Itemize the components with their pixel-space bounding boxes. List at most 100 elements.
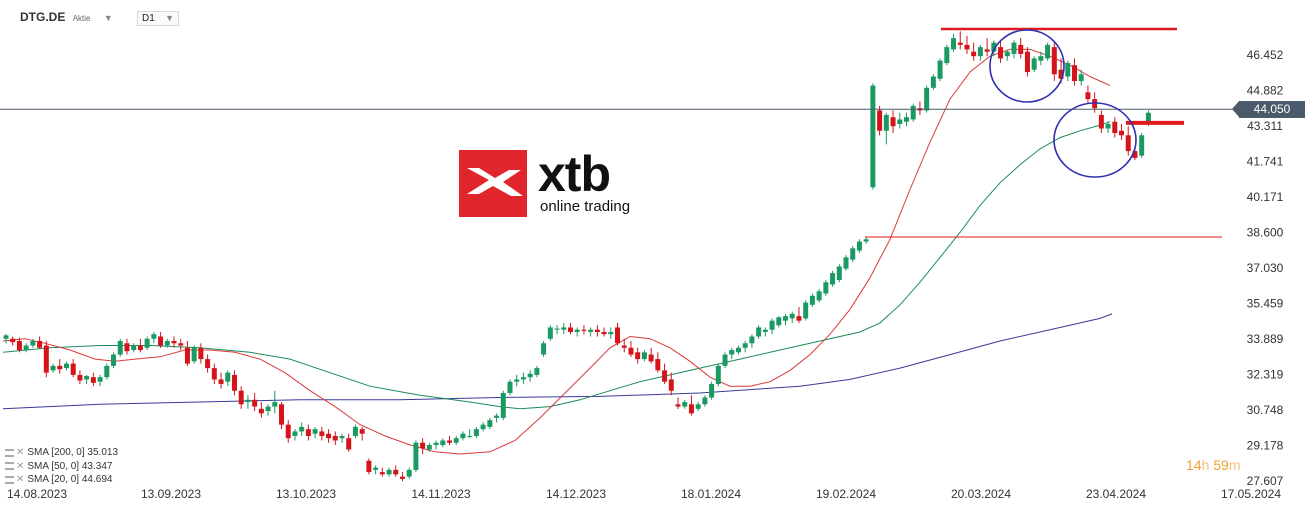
candle[interactable] <box>735 345 741 355</box>
candle[interactable] <box>447 435 453 445</box>
candle[interactable] <box>399 472 405 482</box>
candle[interactable] <box>43 341 49 378</box>
candle[interactable] <box>1065 60 1071 82</box>
candle[interactable] <box>964 35 970 54</box>
candle[interactable] <box>789 311 795 323</box>
candle[interactable] <box>326 429 332 443</box>
candle[interactable] <box>184 341 190 366</box>
settings-icon[interactable] <box>5 448 14 457</box>
candle[interactable] <box>339 433 345 443</box>
candle[interactable] <box>574 327 580 337</box>
candle[interactable] <box>635 347 641 364</box>
candle[interactable] <box>917 101 923 115</box>
candle[interactable] <box>890 110 896 134</box>
candle[interactable] <box>971 42 977 61</box>
candle[interactable] <box>50 363 56 373</box>
candle[interactable] <box>124 338 130 355</box>
remove-icon[interactable]: ✕ <box>16 460 25 472</box>
candle[interactable] <box>675 397 681 409</box>
highlight-circle[interactable] <box>989 29 1065 103</box>
candle[interactable] <box>366 458 372 475</box>
candle[interactable] <box>90 372 96 387</box>
candle[interactable] <box>776 316 782 328</box>
candle[interactable] <box>655 352 661 373</box>
candle[interactable] <box>97 374 103 387</box>
candle[interactable] <box>104 363 110 380</box>
candle[interactable] <box>158 331 164 348</box>
candle[interactable] <box>406 467 412 479</box>
candle[interactable] <box>729 347 735 360</box>
candle[interactable] <box>285 420 291 443</box>
candle[interactable] <box>238 386 244 409</box>
candle[interactable] <box>930 74 936 91</box>
candle[interactable] <box>695 402 701 412</box>
candle[interactable] <box>594 325 600 337</box>
candle[interactable] <box>662 363 668 384</box>
legend-sma200[interactable]: ✕ SMA [200, 0] 35.013 <box>5 446 118 460</box>
candle[interactable] <box>588 327 594 337</box>
candle[interactable] <box>621 338 627 353</box>
candle[interactable] <box>783 313 789 326</box>
candle[interactable] <box>668 372 674 396</box>
candle[interactable] <box>541 341 547 357</box>
candle[interactable] <box>601 327 607 337</box>
candle[interactable] <box>211 363 217 384</box>
candle[interactable] <box>514 374 520 387</box>
candle[interactable] <box>460 431 466 441</box>
candle[interactable] <box>305 424 311 441</box>
candle[interactable] <box>830 270 836 287</box>
candle[interactable] <box>1018 38 1024 59</box>
candle[interactable] <box>500 390 506 421</box>
candle[interactable] <box>856 239 862 253</box>
candle[interactable] <box>3 334 9 344</box>
candle[interactable] <box>870 83 876 190</box>
candle[interactable] <box>144 336 150 351</box>
candle[interactable] <box>1071 58 1077 86</box>
candle[interactable] <box>715 363 721 387</box>
candle[interactable] <box>702 395 708 407</box>
candle[interactable] <box>581 325 587 335</box>
candle[interactable] <box>641 350 647 362</box>
candle[interactable] <box>534 365 540 378</box>
candle[interactable] <box>413 440 419 473</box>
candle[interactable] <box>756 325 762 339</box>
candle[interactable] <box>883 112 889 145</box>
candle[interactable] <box>151 331 157 344</box>
candle[interactable] <box>924 85 930 113</box>
candle[interactable] <box>816 289 822 303</box>
candle[interactable] <box>615 322 621 346</box>
candle[interactable] <box>843 255 849 271</box>
candle[interactable] <box>84 374 90 384</box>
candle[interactable] <box>191 345 197 364</box>
candle[interactable] <box>1004 49 1010 61</box>
candle[interactable] <box>547 325 553 342</box>
candle[interactable] <box>762 327 768 337</box>
candle[interactable] <box>171 336 177 348</box>
remove-icon[interactable]: ✕ <box>16 447 25 458</box>
candle[interactable] <box>252 392 258 412</box>
candle[interactable] <box>749 334 755 348</box>
candle[interactable] <box>527 370 533 382</box>
candle[interactable] <box>205 354 211 373</box>
candle[interactable] <box>1139 133 1145 158</box>
candle[interactable] <box>131 343 137 353</box>
highlight-circle[interactable] <box>1053 102 1137 178</box>
candle[interactable] <box>957 31 963 50</box>
candle[interactable] <box>1098 110 1104 134</box>
candle[interactable] <box>937 58 943 82</box>
candle[interactable] <box>299 422 305 436</box>
candle[interactable] <box>910 103 916 122</box>
candle[interactable] <box>117 338 123 357</box>
candle[interactable] <box>23 343 29 353</box>
candle[interactable] <box>1105 121 1111 134</box>
candle[interactable] <box>803 300 809 321</box>
candle[interactable] <box>1024 47 1030 77</box>
candle[interactable] <box>1125 126 1131 156</box>
candle[interactable] <box>265 404 271 416</box>
candle[interactable] <box>379 467 385 477</box>
candle[interactable] <box>648 347 654 364</box>
candle[interactable] <box>63 361 69 371</box>
candle[interactable] <box>272 390 278 414</box>
candle[interactable] <box>37 336 43 349</box>
